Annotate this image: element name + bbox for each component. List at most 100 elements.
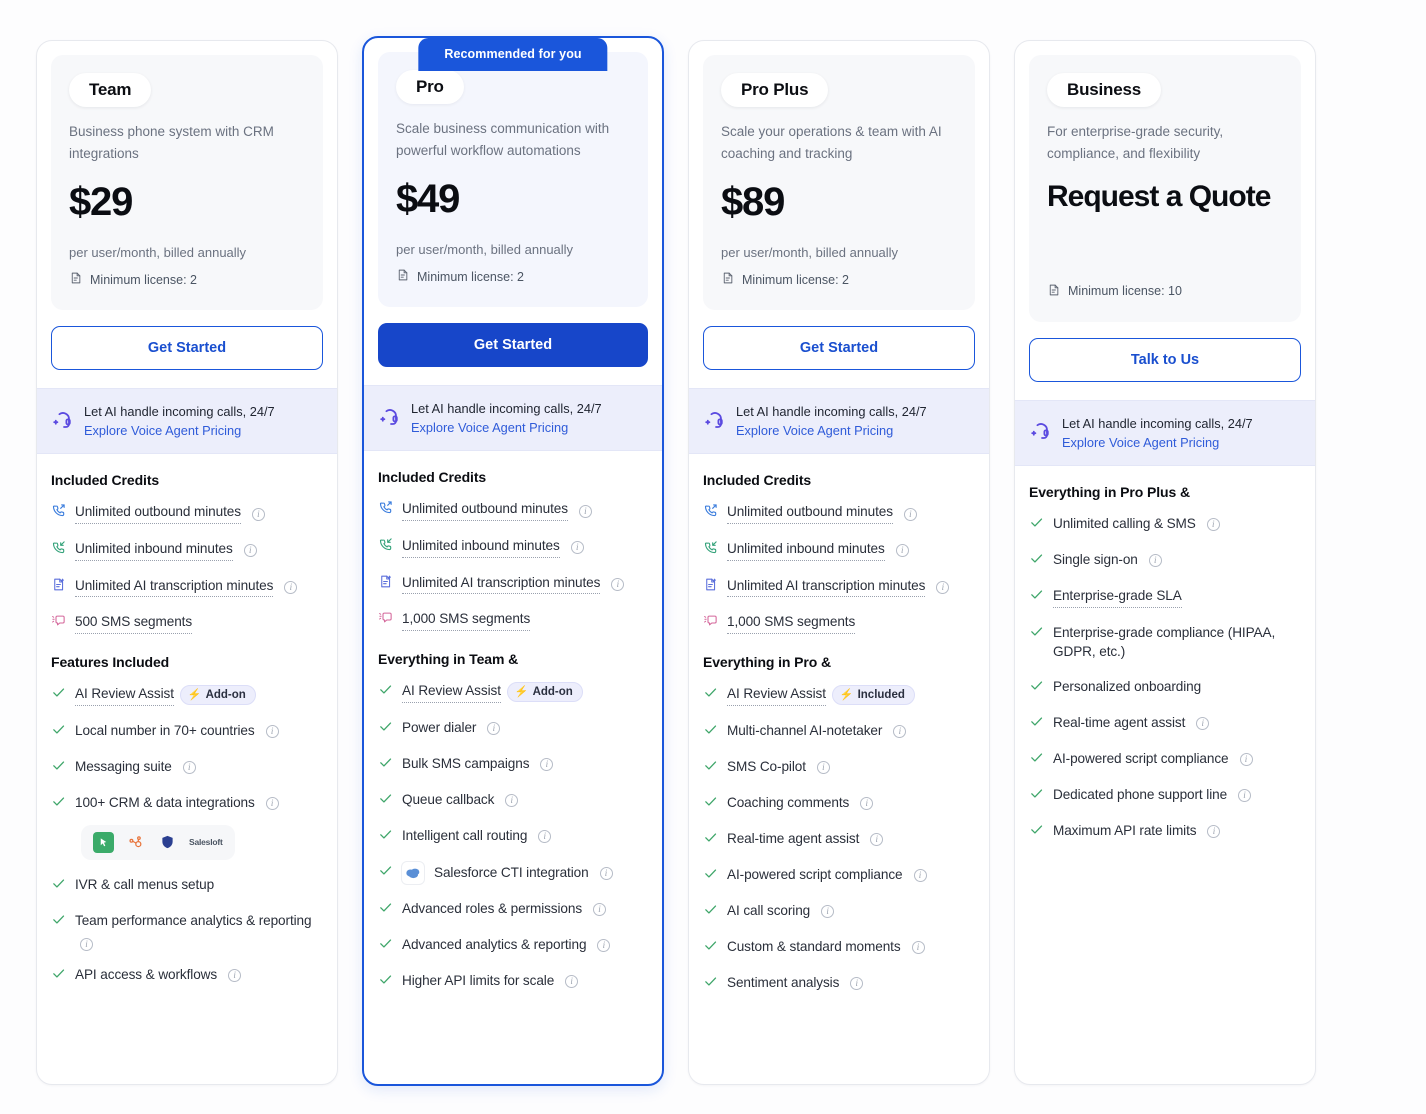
voice-agent-pricing-link[interactable]: Explore Voice Agent Pricing (411, 420, 569, 436)
feature-badge[interactable]: ⚡ Included (831, 685, 915, 706)
sms-icon (378, 610, 393, 630)
check-icon (378, 863, 393, 883)
info-tooltip-icon[interactable]: i (265, 725, 279, 739)
info-tooltip-icon[interactable]: i (597, 939, 611, 953)
plan-price: Request a Quote (1047, 180, 1271, 213)
info-tooltip-icon[interactable]: i (895, 544, 909, 558)
license-doc-icon (721, 271, 734, 288)
info-tooltip-icon[interactable]: i (911, 941, 925, 955)
info-tooltip-icon[interactable]: i (540, 758, 554, 772)
feature-content: AI Review Assist ⚡ Add-on (402, 681, 583, 703)
feature-content: IVR & call menus setup (75, 875, 214, 895)
feature-content: Intelligent call routing i (402, 826, 552, 846)
feature-item: Unlimited AI transcription minutes i (378, 573, 648, 595)
feature-section-title: Included Credits (51, 472, 160, 489)
feature-label: IVR & call menus setup (75, 876, 215, 892)
feature-item: Personalized onboarding (1029, 677, 1301, 698)
info-tooltip-icon[interactable]: i (936, 581, 950, 595)
info-tooltip-icon[interactable]: i (284, 581, 298, 595)
info-tooltip-icon[interactable]: i (850, 977, 864, 991)
feature-item: Bulk SMS campaigns i (378, 754, 648, 775)
plan-price-note (1047, 257, 1283, 273)
info-tooltip-icon[interactable]: i (599, 867, 613, 881)
info-tooltip-icon[interactable]: i (265, 797, 279, 811)
voice-agent-pricing-link[interactable]: Explore Voice Agent Pricing (736, 423, 894, 439)
feature-label: Custom & standard moments (727, 938, 901, 954)
info-tooltip-icon[interactable]: i (870, 833, 884, 847)
pricing-card-list: Team Business phone system with CRM inte… (36, 36, 1316, 1086)
voice-agent-pricing-link[interactable]: Explore Voice Agent Pricing (1062, 434, 1220, 450)
info-tooltip-icon[interactable]: i (80, 937, 93, 951)
info-tooltip-icon[interactable]: i (913, 869, 927, 883)
feature-content: AI call scoring i (727, 901, 835, 921)
phone-incoming-icon (378, 537, 393, 557)
info-tooltip-icon[interactable]: i (505, 794, 519, 808)
feature-content: Custom & standard moments i (727, 937, 925, 957)
plan-cta-button[interactable]: Get Started (51, 326, 323, 370)
info-tooltip-icon[interactable]: i (1238, 789, 1252, 803)
plan-price: $29 (69, 180, 133, 224)
info-tooltip-icon[interactable]: i (578, 504, 592, 518)
feature-content: Bulk SMS campaigns i (402, 754, 554, 774)
check-icon (51, 685, 66, 705)
voice-banner-text: Let AI handle incoming calls, 24/7 Explo… (411, 399, 602, 437)
plan-header: Pro Plus Scale your operations & team wi… (703, 55, 975, 310)
feature-content: AI Review Assist ⚡ Add-on (75, 684, 256, 706)
feature-label: Enterprise-grade SLA (1053, 586, 1182, 608)
voice-banner-title: Let AI handle incoming calls, 24/7 (736, 404, 927, 419)
check-icon (51, 876, 66, 896)
info-tooltip-icon[interactable]: i (893, 725, 907, 739)
feature-item: Local number in 70+ countries i (51, 721, 323, 742)
check-icon (378, 719, 393, 739)
info-tooltip-icon[interactable]: i (1196, 717, 1210, 731)
info-tooltip-icon[interactable]: i (903, 507, 917, 521)
plan-cta-button[interactable]: Get Started (703, 326, 975, 370)
feature-content: Unlimited outbound minutes i (75, 502, 265, 525)
feature-label: Intelligent call routing (402, 827, 528, 843)
info-tooltip-icon[interactable]: i (1239, 753, 1253, 767)
check-icon (703, 685, 718, 705)
feature-item: Unlimited outbound minutes i (703, 502, 975, 525)
info-tooltip-icon[interactable]: i (1207, 825, 1221, 839)
feature-label: Higher API limits for scale (402, 972, 555, 988)
info-tooltip-icon[interactable]: i (228, 968, 242, 982)
info-tooltip-icon[interactable]: i (570, 541, 584, 555)
feature-item: AI Review Assist ⚡ Add-on (51, 684, 323, 706)
info-tooltip-icon[interactable]: i (251, 507, 265, 521)
info-tooltip-icon[interactable]: i (821, 905, 835, 919)
info-tooltip-icon[interactable]: i (565, 975, 579, 989)
info-tooltip-icon[interactable]: i (243, 544, 257, 558)
feature-section-title: Included Credits (703, 472, 812, 489)
feature-label: AI-powered script compliance (727, 866, 903, 882)
info-tooltip-icon[interactable]: i (1206, 518, 1220, 532)
feature-item: Unlimited outbound minutes i (51, 502, 323, 525)
info-tooltip-icon[interactable]: i (816, 761, 830, 775)
voice-banner-text: Let AI handle incoming calls, 24/7 Explo… (84, 402, 275, 440)
info-tooltip-icon[interactable]: i (182, 761, 196, 775)
feature-item: Unlimited AI transcription minutes i (51, 576, 323, 598)
feature-badge[interactable]: ⚡ Add-on (506, 682, 583, 703)
plan-cta-button[interactable]: Talk to Us (1029, 337, 1301, 382)
feature-label: Multi-channel AI-notetaker (727, 722, 883, 738)
info-tooltip-icon[interactable]: i (1148, 554, 1162, 568)
cta-wrapper: Talk to Us (1015, 322, 1315, 400)
info-tooltip-icon[interactable]: i (538, 830, 552, 844)
feature-item: Unlimited inbound minutes i (378, 536, 648, 558)
info-tooltip-icon[interactable]: i (860, 797, 874, 811)
minimum-license-label: Minimum license: 2 (90, 272, 197, 287)
phone-outgoing-icon (703, 503, 718, 523)
info-tooltip-icon[interactable]: i (487, 722, 501, 736)
voice-agent-pricing-link[interactable]: Explore Voice Agent Pricing (84, 423, 242, 439)
phone-incoming-icon (703, 540, 718, 560)
plan-cta-button[interactable]: Get Started (378, 323, 648, 367)
feature-item: Single sign-on i (1029, 550, 1301, 571)
feature-badge[interactable]: ⚡ Add-on (179, 685, 256, 706)
feature-label: Messaging suite (75, 758, 172, 774)
feature-content: Queue callback i (402, 790, 519, 810)
plan-name-pill: Business (1047, 73, 1161, 107)
info-tooltip-icon[interactable]: i (593, 903, 607, 917)
info-tooltip-icon[interactable]: i (611, 578, 625, 592)
feature-item: Advanced roles & permissions i (378, 899, 648, 920)
plan-features: Everything in Pro Plus & Unlimited callin… (1015, 466, 1315, 877)
plan-tagline: Scale business communication with powerf… (396, 121, 610, 158)
